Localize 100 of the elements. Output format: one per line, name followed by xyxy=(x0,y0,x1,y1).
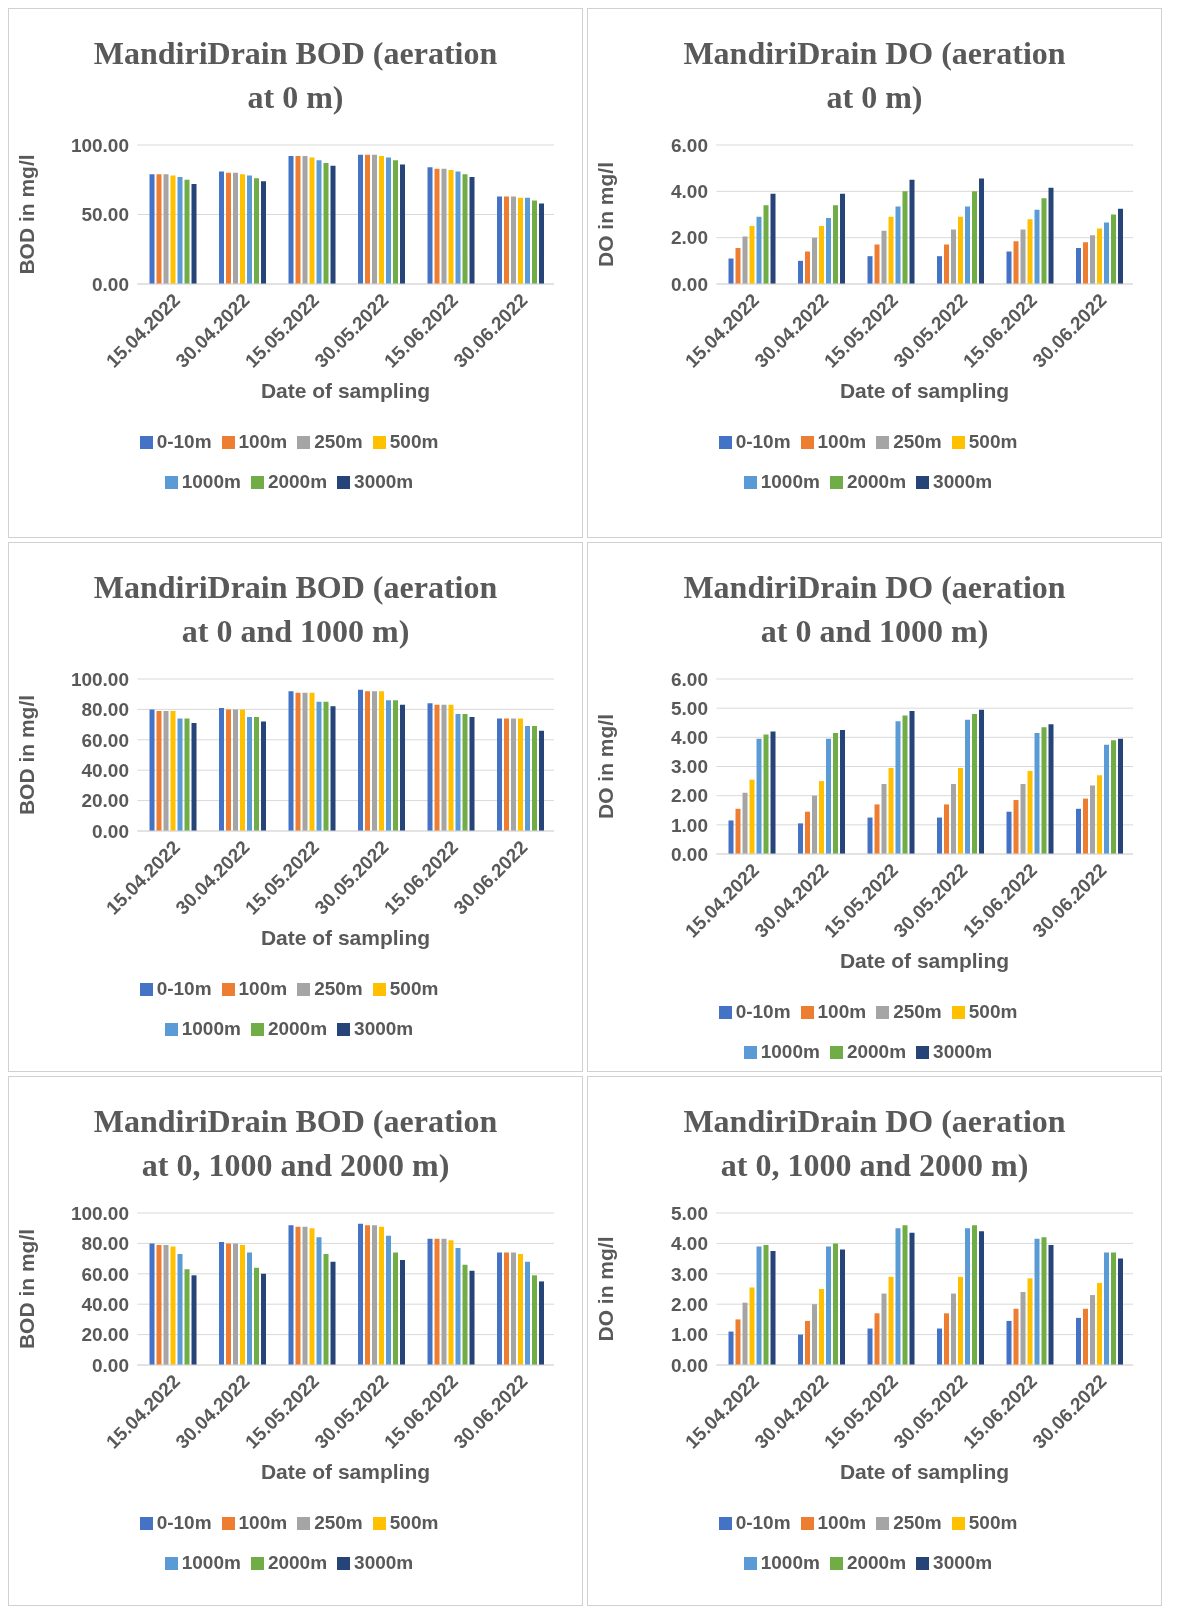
x-axis-title: Date of sampling xyxy=(260,379,431,402)
bar xyxy=(763,1244,769,1365)
bar xyxy=(323,1254,329,1365)
bar xyxy=(826,217,832,284)
bar xyxy=(163,1244,169,1365)
bar xyxy=(163,710,169,831)
bar xyxy=(1048,187,1054,284)
bar xyxy=(742,236,748,284)
y-tick-label: 0.00 xyxy=(671,1354,708,1376)
bar xyxy=(295,1226,301,1365)
bar xyxy=(358,1223,364,1365)
bar xyxy=(1020,1292,1026,1365)
y-tick-label: 4.00 xyxy=(671,181,708,203)
bar xyxy=(233,709,239,831)
bar xyxy=(1027,219,1033,284)
y-tick-label: 1.00 xyxy=(671,814,708,836)
bar xyxy=(365,154,371,284)
legend-label: 100m xyxy=(817,431,867,452)
legend-label: 250m xyxy=(893,431,942,452)
bar xyxy=(1097,1282,1103,1365)
bar xyxy=(895,206,901,284)
bar xyxy=(895,1228,901,1365)
bar xyxy=(386,700,392,831)
bar xyxy=(525,726,531,831)
bar xyxy=(1104,222,1110,284)
bar xyxy=(763,205,769,284)
bar xyxy=(177,718,183,831)
bar xyxy=(728,258,734,284)
bar xyxy=(532,1275,538,1365)
legend-label: 100m xyxy=(817,1512,867,1533)
y-tick-label: 5.00 xyxy=(671,1202,708,1224)
bar xyxy=(1020,229,1026,284)
bar xyxy=(504,196,510,284)
bar xyxy=(881,230,887,284)
bar xyxy=(902,191,908,284)
y-tick-label: 0.00 xyxy=(671,273,708,295)
bar xyxy=(497,1252,503,1365)
legend-label: 3000m xyxy=(354,1552,414,1573)
bar xyxy=(379,691,385,831)
bar xyxy=(1076,248,1082,284)
bar xyxy=(756,1246,762,1365)
chart-title: MandiriDrain DO (aeration at 0 m) xyxy=(683,35,1066,115)
bar xyxy=(316,1237,322,1365)
bar xyxy=(770,1251,776,1365)
bar xyxy=(170,1246,176,1365)
bar xyxy=(469,717,475,831)
bar xyxy=(805,1320,811,1365)
bar xyxy=(240,174,246,284)
y-tick-label: 40.00 xyxy=(81,759,129,781)
bar xyxy=(469,1270,475,1365)
bar xyxy=(1118,738,1124,854)
y-tick-label: 6.00 xyxy=(671,134,708,156)
bar xyxy=(462,713,468,831)
bar xyxy=(888,216,894,284)
legend-label: 250m xyxy=(314,1512,363,1533)
legend-label: 2000m xyxy=(846,1041,907,1062)
bar xyxy=(867,817,873,854)
bar xyxy=(902,1225,908,1365)
bar xyxy=(170,175,176,284)
y-tick-label: 60.00 xyxy=(81,729,129,751)
y-axis-title: DO in mg/l xyxy=(594,714,618,819)
bar xyxy=(833,732,839,854)
bar xyxy=(1111,740,1117,854)
legend-label: 3000m xyxy=(933,471,993,492)
bar xyxy=(840,1249,846,1365)
bar xyxy=(170,710,176,831)
y-tick-label: 6.00 xyxy=(671,668,708,690)
bar xyxy=(434,704,440,831)
bar xyxy=(302,1226,308,1365)
bar xyxy=(1041,727,1047,854)
bar xyxy=(149,709,155,831)
bar xyxy=(742,1302,748,1365)
bar xyxy=(156,1244,162,1365)
bar xyxy=(1013,1308,1019,1365)
bar xyxy=(770,731,776,854)
y-tick-label: 100.00 xyxy=(70,1202,129,1224)
bar xyxy=(1041,1237,1047,1365)
bar xyxy=(254,178,260,284)
chart-title: MandiriDrain BOD (aeration at 0 and 1000 m) xyxy=(93,569,498,649)
bar xyxy=(295,156,301,284)
bar xyxy=(840,730,846,854)
y-axis-title: BOD in mg/l xyxy=(15,154,39,275)
bar xyxy=(261,1273,267,1365)
bar xyxy=(226,1243,232,1365)
bar xyxy=(525,1261,531,1365)
bar xyxy=(309,1228,315,1365)
y-tick-label: 0.00 xyxy=(92,820,129,842)
bar xyxy=(1090,785,1096,854)
bar xyxy=(756,216,762,284)
bar xyxy=(358,154,364,284)
bar xyxy=(742,792,748,854)
legend-label: 250m xyxy=(314,431,363,452)
bar xyxy=(1034,732,1040,854)
bar xyxy=(163,174,169,284)
bar xyxy=(909,711,915,854)
bar xyxy=(434,1238,440,1365)
bar xyxy=(372,1225,378,1365)
bar xyxy=(1027,1278,1033,1365)
legend-label: 500m xyxy=(389,1512,439,1533)
bar xyxy=(979,178,985,284)
